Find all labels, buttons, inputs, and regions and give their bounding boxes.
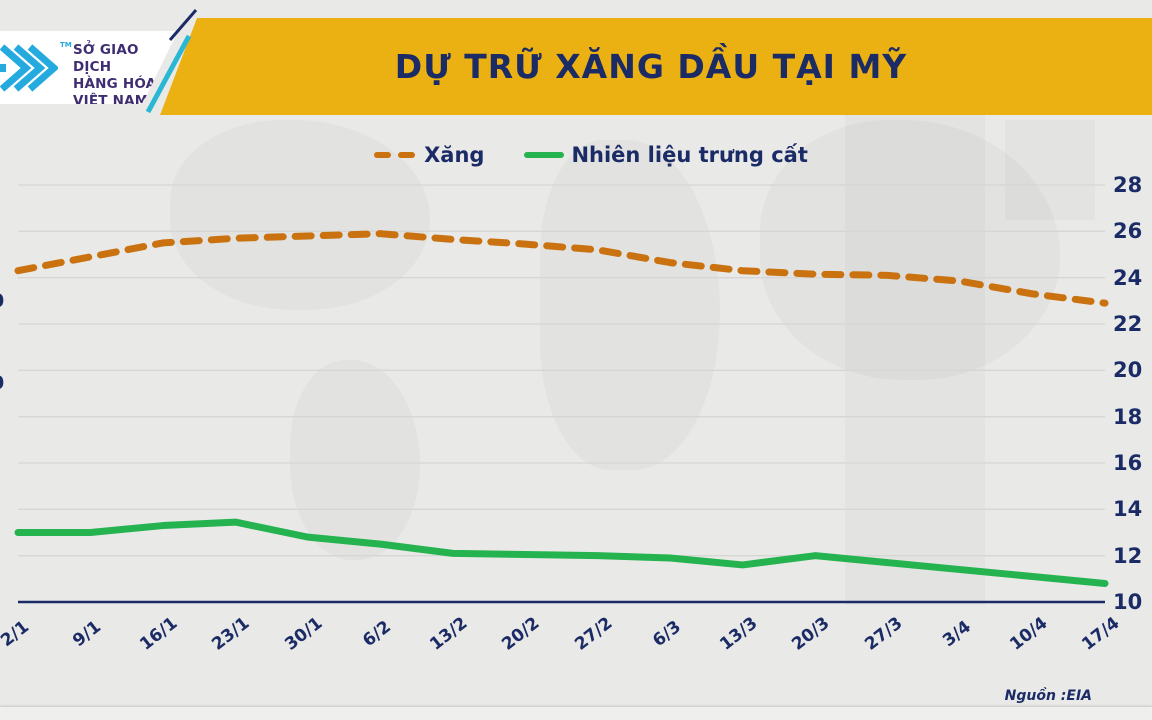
legend-item-xang: Xăng: [374, 143, 484, 167]
y-tick-label: 24: [1113, 265, 1143, 290]
map-column-shade: [845, 115, 985, 605]
series-xang: [14, 230, 1109, 307]
left-axis-label-fragment: 0: [0, 290, 4, 312]
source-label: Nguồn :EIA: [1004, 688, 1092, 704]
logo-text: SỞ GIAO DỊCH HÀNG HÓA VIỆT NAM: [73, 42, 178, 109]
y-tick-label: 22: [1113, 312, 1143, 336]
world-map-watermark: [290, 360, 420, 560]
legend-item-distillate: Nhiên liệu trưng cất: [524, 143, 808, 167]
y-tick-label: 12: [1113, 543, 1143, 568]
y-tick-label: 14: [1113, 497, 1143, 522]
page-title: DỰ TRỮ XĂNG DẦU TẠI MỸ: [394, 47, 908, 86]
world-map-watermark: [760, 120, 1060, 380]
logo-line-1: SỞ GIAO DỊCH: [73, 42, 139, 75]
world-map-watermark: [170, 120, 430, 310]
legend-label-xang: Xăng: [424, 143, 485, 167]
y-tick-label: 20: [1113, 358, 1143, 383]
left-axis-label-fragment: 0: [0, 372, 4, 394]
logo-line-3: VIỆT NAM: [73, 93, 149, 109]
xang-dashed-line-sample: [374, 152, 416, 158]
distillate-line-sample: [524, 152, 565, 158]
y-tick-label: 18: [1113, 404, 1143, 429]
chart-legend: Xăng Nhiên liệu trưng cất: [0, 143, 1152, 167]
series-distillate: [14, 518, 1109, 587]
bottom-strip: [0, 707, 1152, 720]
legend-label-distillate: Nhiên liệu trưng cất: [571, 143, 808, 167]
title-banner: DỰ TRỮ XĂNG DẦU TẠI MỸ: [160, 18, 1152, 115]
logo-line-2: HÀNG HÓA: [73, 76, 157, 92]
y-tick-label: 26: [1113, 219, 1143, 244]
mxv-logo-icon: [0, 44, 58, 92]
y-tick-label: 16: [1113, 451, 1143, 475]
world-map-watermark: [540, 140, 720, 470]
y-tick-label: 10: [1113, 590, 1143, 614]
map-column-shade: [1005, 120, 1095, 220]
trademark-symbol: TM: [60, 41, 72, 49]
y-tick-label: 28: [1113, 173, 1143, 197]
